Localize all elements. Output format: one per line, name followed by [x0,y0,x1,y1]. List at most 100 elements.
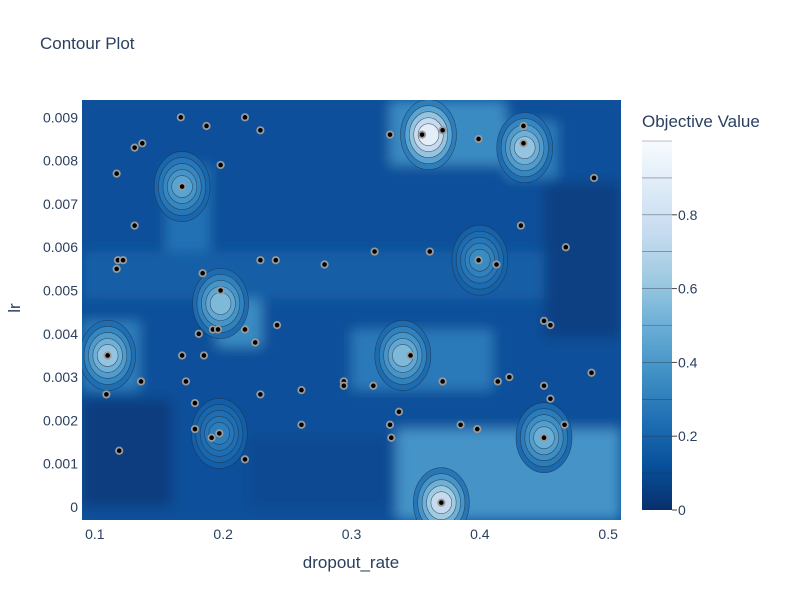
trial-point[interactable] [394,407,404,416]
colorbar-tick-label: 0.6 [678,281,698,297]
trial-point[interactable] [370,247,379,256]
trial-point[interactable] [215,429,224,438]
x-tick-label: 0.5 [598,526,618,542]
trial-point[interactable] [385,420,395,429]
colorbar-tick-label: 0 [678,502,686,518]
trial-point[interactable] [438,126,447,135]
contour-region [82,398,172,508]
trial-point[interactable] [103,351,112,360]
y-tick-label: 0 [70,499,78,515]
y-tick-label: 0.006 [43,239,78,255]
trial-point[interactable] [181,377,191,386]
trial-point[interactable] [240,325,250,334]
trial-point[interactable] [190,398,200,408]
trial-point[interactable] [136,377,146,386]
trial-point[interactable] [519,139,528,148]
y-tick-label: 0.002 [43,412,78,428]
trial-point[interactable] [546,394,555,403]
trial-point[interactable] [406,351,415,360]
trial-point[interactable] [115,446,124,455]
trial-point[interactable] [272,321,282,330]
trial-point[interactable] [271,256,280,265]
contour-peak-ring [209,292,232,315]
trial-point[interactable] [456,420,465,429]
trial-point[interactable] [297,420,306,429]
y-tick-label: 0.005 [43,283,78,299]
colorbar-tick-label: 0.2 [678,428,698,444]
y-axis-title: lr [5,303,24,313]
trial-point[interactable] [240,455,250,464]
trial-point[interactable] [216,160,225,170]
trial-point[interactable] [198,269,207,278]
colorbar: Objective Value 0 0.2 0.4 0.6 0.8 [642,112,760,518]
trial-point[interactable] [437,498,446,507]
trial-point[interactable] [251,338,260,347]
trial-point[interactable] [492,260,501,269]
trial-point[interactable] [589,173,599,183]
trial-point[interactable] [118,256,128,265]
trial-point[interactable] [256,390,265,399]
trial-point[interactable] [320,260,329,269]
y-tick-label: 0.008 [43,153,78,169]
x-tick-label: 0.4 [470,526,490,542]
x-axis-title: dropout_rate [303,553,399,572]
trial-point[interactable] [339,381,348,390]
x-tick-label: 0.2 [213,526,233,542]
trial-point[interactable] [297,386,306,395]
trial-point[interactable] [202,121,211,131]
y-tick-label: 0.001 [43,456,78,472]
x-tick-label: 0.3 [342,526,362,542]
trial-point[interactable] [369,381,378,390]
trial-point[interactable] [519,121,528,131]
trial-point[interactable] [493,377,502,386]
trial-point[interactable] [176,113,185,122]
x-axis-ticks: 0.1 0.2 0.3 0.4 0.5 [85,526,618,542]
trial-point[interactable] [216,286,225,295]
trial-point[interactable] [561,243,570,252]
trial-point[interactable] [130,143,139,152]
y-axis-ticks: 0 0.001 0.002 0.003 0.004 0.005 0.006 0.007 0.00… [43,109,78,515]
colorbar-title: Objective Value [642,112,760,131]
trial-point[interactable] [199,351,209,360]
trial-point[interactable] [546,321,555,330]
trial-point[interactable] [417,130,427,139]
trial-point[interactable] [474,134,483,144]
trial-points[interactable] [102,113,599,507]
trial-point[interactable] [505,373,514,382]
trial-point[interactable] [587,368,596,377]
trial-point[interactable] [240,113,250,122]
colorbar-tick-label: 0.4 [678,354,698,370]
contour-region [544,182,621,339]
trial-point[interactable] [138,139,147,148]
trial-point[interactable] [256,256,265,265]
plot-area[interactable] [80,100,621,538]
trial-point[interactable] [112,169,121,178]
trial-point[interactable] [130,221,139,230]
trial-point[interactable] [560,420,569,429]
trial-point[interactable] [539,316,549,325]
trial-point[interactable] [102,390,111,399]
trial-point[interactable] [438,377,447,386]
trial-point[interactable] [474,256,483,265]
trial-point[interactable] [178,182,187,191]
trial-point[interactable] [539,381,549,390]
trial-point[interactable] [213,325,223,334]
x-tick-label: 0.1 [85,526,105,542]
chart-title: Contour Plot [40,34,135,53]
y-tick-label: 0.004 [43,326,78,342]
trial-point[interactable] [473,424,482,434]
trial-point[interactable] [207,433,216,442]
y-tick-label: 0.009 [43,109,78,125]
trial-point[interactable] [385,130,395,139]
trial-point[interactable] [194,329,203,338]
trial-point[interactable] [387,433,396,442]
trial-point[interactable] [190,424,200,434]
trial-point[interactable] [256,126,265,135]
trial-point[interactable] [516,221,526,230]
trial-point[interactable] [425,247,434,256]
contour-region [248,437,390,508]
trial-point[interactable] [178,351,187,360]
trial-point[interactable] [112,264,121,273]
trial-point[interactable] [539,433,549,442]
